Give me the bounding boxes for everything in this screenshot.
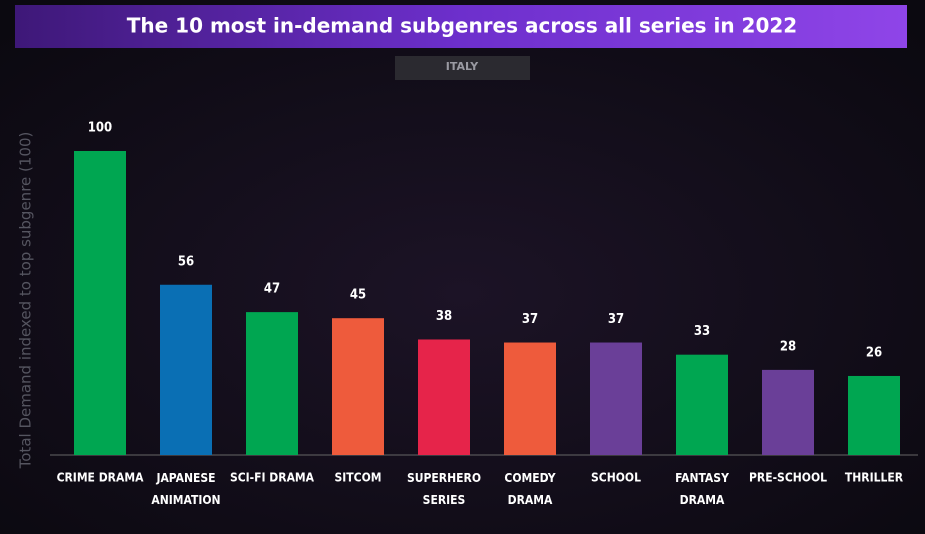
- x-tick-label: SUPERHERO SERIES: [407, 471, 481, 507]
- y-axis-label: Total Demand indexed to top subgenre (10…: [17, 132, 35, 470]
- x-tick-label: SCI-FI DRAMA: [230, 471, 315, 485]
- value-label: 38: [436, 309, 452, 324]
- subtitle-box: [395, 56, 530, 80]
- bar: [590, 342, 642, 455]
- x-tick-label: THRILLER: [845, 471, 904, 485]
- bar: [848, 375, 900, 455]
- value-label: 26: [866, 345, 882, 360]
- chart-title: The 10 most in-demand subgenres across a…: [127, 14, 797, 38]
- x-tick-label: SCHOOL: [591, 471, 641, 485]
- title-banner: [15, 5, 907, 48]
- value-label: 37: [608, 312, 624, 327]
- x-tick-label: JAPANESE ANIMATION: [151, 471, 220, 507]
- value-label: 100: [88, 121, 112, 136]
- bar: [418, 339, 470, 455]
- value-label: 47: [264, 282, 280, 297]
- x-tick-label: COMEDY DRAMA: [504, 471, 555, 507]
- bar: [160, 284, 212, 455]
- bar: [504, 342, 556, 455]
- value-label: 56: [178, 254, 194, 269]
- bar: [762, 369, 814, 455]
- bar: [676, 354, 728, 455]
- x-tick-label: SITCOM: [335, 471, 382, 485]
- x-tick-label: PRE-SCHOOL: [749, 471, 827, 485]
- value-label: 37: [522, 312, 538, 327]
- value-label: 45: [350, 288, 366, 303]
- bar: [74, 151, 126, 455]
- value-label: 28: [780, 339, 796, 354]
- bar: [332, 318, 384, 455]
- x-tick-label: FANTASY DRAMA: [675, 471, 729, 507]
- subtitle: ITALY: [446, 60, 480, 73]
- x-tick-label: CRIME DRAMA: [57, 471, 145, 485]
- bar: [246, 312, 298, 455]
- value-label: 33: [694, 324, 710, 339]
